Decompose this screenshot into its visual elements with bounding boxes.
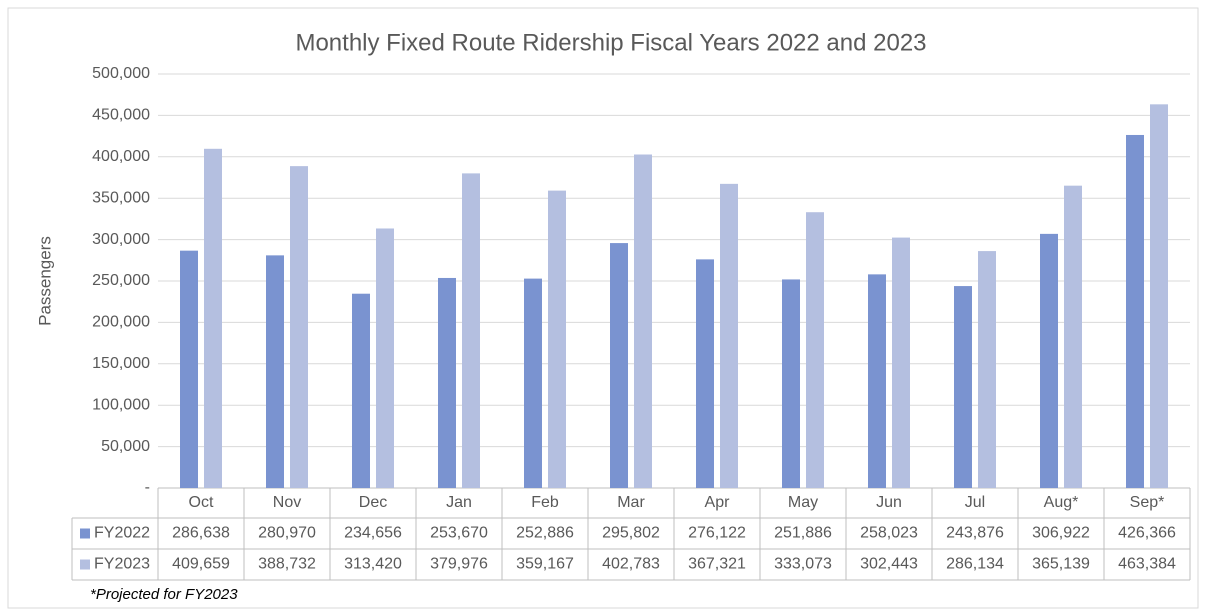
bar [868,274,886,488]
x-tick-label: Jan [446,494,472,511]
y-tick-label: 450,000 [92,107,150,124]
y-tick-label: 50,000 [101,438,150,455]
x-tick-label: May [788,494,818,511]
x-tick-label: Jun [876,494,902,511]
bar [634,154,652,489]
footnote: *Projected for FY2023 [90,586,238,603]
x-tick-label: Oct [189,494,214,511]
table-value: 313,420 [344,556,402,573]
y-tick-label: 250,000 [92,272,150,289]
bar [376,228,394,489]
legend-key [80,528,90,539]
table-value: 388,732 [258,556,316,573]
chart-title: Monthly Fixed Route Ridership Fiscal Yea… [295,29,926,56]
table-value: 379,976 [430,556,488,573]
table-value: 243,876 [946,525,1004,542]
bar [290,166,308,489]
y-axis-label: Passengers [35,236,54,326]
bar [954,286,972,488]
y-tick-label: 300,000 [92,231,150,248]
table-value: 402,783 [602,556,660,573]
x-tick-label: Jul [965,494,985,511]
bar [462,173,480,488]
bar [180,250,198,488]
bar [438,277,456,488]
bar [1126,134,1144,489]
legend-label: FY2023 [94,556,150,573]
x-tick-label: Sep* [1130,494,1165,511]
y-tick-label: 500,000 [92,65,150,82]
bar [610,243,628,488]
bar [978,251,996,488]
table-value: 295,802 [602,525,660,542]
bar [696,259,714,488]
y-tick-label: 350,000 [92,189,150,206]
table-value: 280,970 [258,525,316,542]
bar [352,293,370,488]
table-value: 258,023 [860,525,918,542]
table-value: 333,073 [774,556,832,573]
table-value: 365,139 [1032,556,1090,573]
table-value: 306,922 [1032,525,1090,542]
x-tick-label: Aug* [1044,494,1079,511]
y-tick-label: 100,000 [92,396,150,413]
table-value: 276,122 [688,525,746,542]
table-value: 286,638 [172,525,230,542]
table-value: 367,321 [688,556,746,573]
legend-label: FY2022 [94,525,150,542]
bar [782,279,800,488]
y-tick-label: 400,000 [92,148,150,165]
table-value: 234,656 [344,525,402,542]
y-tick-label: - [145,479,150,496]
x-tick-label: Dec [359,494,387,511]
table-value: 302,443 [860,556,918,573]
y-tick-label: 200,000 [92,314,150,331]
y-tick-label: 150,000 [92,355,150,372]
table-value: 251,886 [774,525,832,542]
bar [204,148,222,488]
bar [266,255,284,488]
bar [548,190,566,488]
table-value: 286,134 [946,556,1004,573]
table-value: 409,659 [172,556,230,573]
x-tick-label: Apr [705,494,731,511]
table-value: 253,670 [430,525,488,542]
bar [524,278,542,488]
x-tick-label: Feb [531,494,559,511]
table-value: 463,384 [1118,556,1176,573]
x-tick-label: Mar [617,494,645,511]
bar [720,183,738,488]
table-value: 359,167 [516,556,574,573]
bar [1040,233,1058,488]
bar [806,212,824,488]
bar [1150,104,1168,488]
x-tick-label: Nov [273,494,301,511]
legend-key [80,559,90,570]
bar [892,237,910,488]
table-value: 252,886 [516,525,574,542]
table-value: 426,366 [1118,525,1176,542]
bar [1064,185,1082,488]
